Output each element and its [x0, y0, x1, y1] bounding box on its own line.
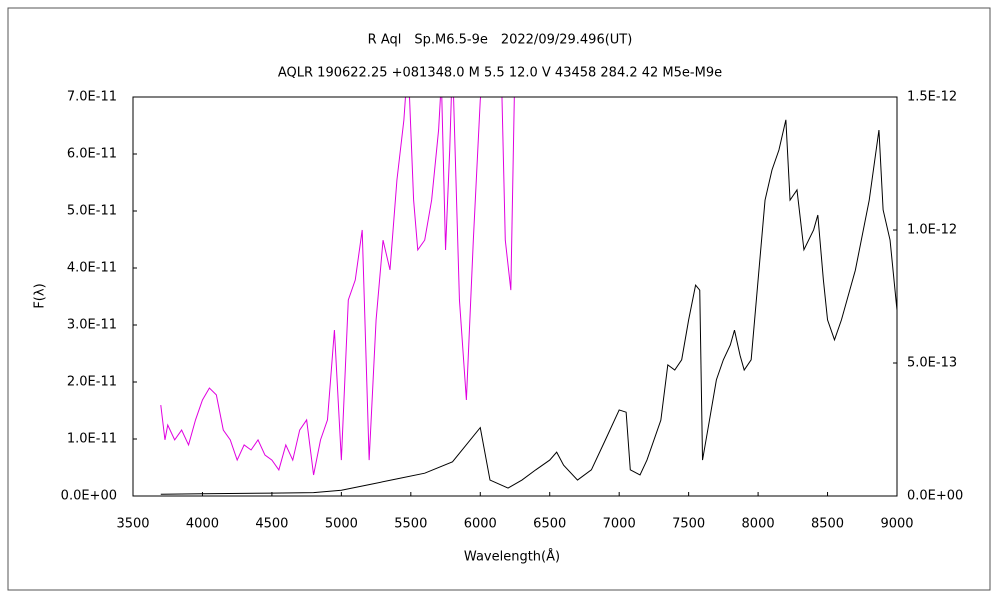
y-tick-label: 5.0E-11 [67, 204, 117, 219]
chart-border [7, 7, 991, 591]
x-tick-label: 7000 [603, 517, 636, 532]
y2-tick-label: 0.0E+00 [907, 489, 963, 504]
x-tick-label: 8500 [811, 517, 844, 532]
x-tick-label: 8000 [742, 517, 775, 532]
x-tick-label: 5500 [394, 517, 427, 532]
x-tick-label: 4000 [186, 517, 219, 532]
chart-title: R Aql Sp.M6.5-9e 2022/09/29.496(UT) [368, 33, 633, 48]
x-tick-label: 7500 [672, 517, 705, 532]
x-tick-label: 6000 [464, 517, 497, 532]
chart-subtitle: AQLR 190622.25 +081348.0 M 5.5 12.0 V 43… [278, 66, 722, 81]
y-tick-label: 1.0E-11 [67, 432, 117, 447]
y-tick-label: 0.0E+00 [61, 489, 117, 504]
y2-tick-label: 1.5E-12 [907, 90, 957, 105]
x-axis-label: Wavelength(Å) [464, 549, 560, 565]
x-tick-label: 4500 [255, 517, 288, 532]
y-tick-label: 3.0E-11 [67, 318, 117, 333]
y2-tick-label: 1.0E-12 [907, 223, 957, 238]
y-tick-label: 6.0E-11 [67, 147, 117, 162]
y-tick-label: 4.0E-11 [67, 261, 117, 276]
x-tick-label: 3500 [116, 517, 149, 532]
x-tick-label: 6500 [533, 517, 566, 532]
y-tick-label: 7.0E-11 [67, 90, 117, 105]
spectrum-line [160, 119, 897, 495]
y-tick-label: 2.0E-11 [67, 375, 117, 390]
plot-area [160, 97, 897, 495]
y-axis-label: F(λ) [33, 283, 48, 308]
x-tick-label: 9000 [880, 517, 913, 532]
x-tick-label: 5000 [325, 517, 358, 532]
spectrum-line [160, 97, 515, 476]
plot-frame [132, 96, 898, 497]
y2-tick-label: 5.0E-13 [907, 356, 957, 371]
